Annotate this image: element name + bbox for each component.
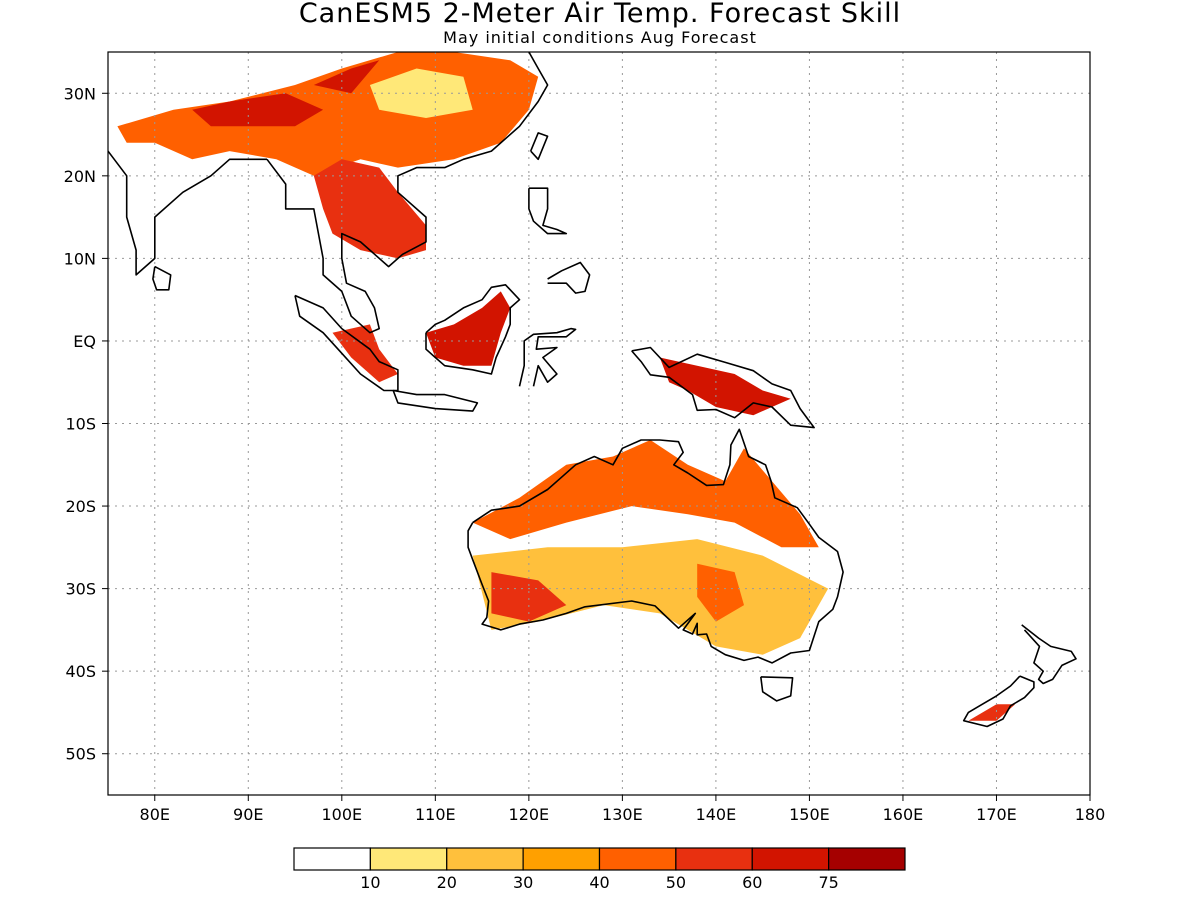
skill-region-indochina [313,159,426,259]
x-tick-label: 150E [789,805,830,824]
coastline-nz-south [962,675,1035,728]
colorbar-label: 50 [666,873,686,892]
x-tick-label: 130E [602,805,643,824]
x-tick-label: 160E [883,805,924,824]
y-tick-label: 10N [64,249,96,268]
colorbar-swatch [522,847,601,871]
coastline-luzon [528,187,568,235]
y-tick-label: 40S [65,662,96,681]
page-subtitle: May initial conditions Aug Forecast [443,28,757,47]
coastline-sulawesi [518,327,577,387]
colorbar-label: 40 [589,873,609,892]
y-tick-label: EQ [73,332,96,351]
coastline-new-guinea [631,346,815,429]
colorbar-label: 60 [742,873,762,892]
coastline-sumatra [294,294,399,392]
skill-region-borneo [426,291,511,366]
colorbar-swatch [751,847,830,871]
coastline-india [108,150,267,276]
colorbar-swatch [675,847,753,871]
coastline-borneo [425,283,521,375]
colorbar-swatch [446,847,524,871]
map-gridlines [108,52,1090,795]
skill-region-china-low-skill [369,68,473,118]
y-tick-label: 20N [64,167,96,186]
x-tick-label: 170E [976,805,1017,824]
skill-region-australia-central [472,539,829,655]
page-title: CanESM5 2-Meter Air Temp. Forecast Skill [298,0,902,29]
colorbar-swatch [369,847,448,871]
x-tick-label: 90E [233,805,263,824]
coastline-sri-lanka [152,265,172,291]
x-tick-label: 80E [140,805,170,824]
coastline-java [392,389,479,412]
skill-region-new-zealand-south [968,704,1016,721]
skill-region-new-guinea [659,357,791,416]
coastline-nz-north [1021,624,1077,685]
colorbar: 10 20 30 40 50 60 75 [293,847,906,892]
y-tick-label: 10S [65,415,96,434]
skill-region-himalaya-core [192,93,324,127]
skill-region-australia-north [472,440,819,548]
y-tick-label: 20S [65,497,96,516]
coastline-tasmania [760,676,794,702]
colorbar-swatch [828,847,906,871]
skill-region-australia-southwest [491,572,567,622]
x-tick-label: 140E [696,805,737,824]
y-axis-ticks: 30N 20N 10N EQ 10S 20S 30S 40S 50S [64,84,108,764]
x-tick-label: 180 [1075,805,1106,824]
coastline-taiwan [529,132,549,161]
skill-region-australia-southeast [697,563,744,622]
skill-region-china-high-skill [313,60,380,94]
colorbar-swatch [598,847,677,871]
skill-region-north-india-tibet [117,52,539,176]
y-tick-label: 50S [65,745,96,764]
coastline-mindanao [547,261,591,294]
y-tick-label: 30N [64,84,96,103]
coastline-mainland-se-asia [266,52,549,334]
y-tick-label: 30S [65,580,96,599]
x-tick-label: 110E [415,805,456,824]
x-tick-label: 120E [509,805,550,824]
coastline-australia [467,428,844,664]
x-axis-ticks: 80E 90E 100E 110E 120E 130E 140E 150E 160E 170E 18… [140,795,1106,824]
coastlines [108,52,1077,728]
colorbar-label: 75 [818,873,838,892]
skill-region-sumatra-malaya [332,324,398,383]
skill-regions [117,52,1016,721]
colorbar-label: 10 [360,873,380,892]
x-tick-label: 100E [321,805,362,824]
colorbar-swatch [293,847,371,871]
colorbar-label: 30 [513,873,533,892]
colorbar-label: 20 [437,873,457,892]
